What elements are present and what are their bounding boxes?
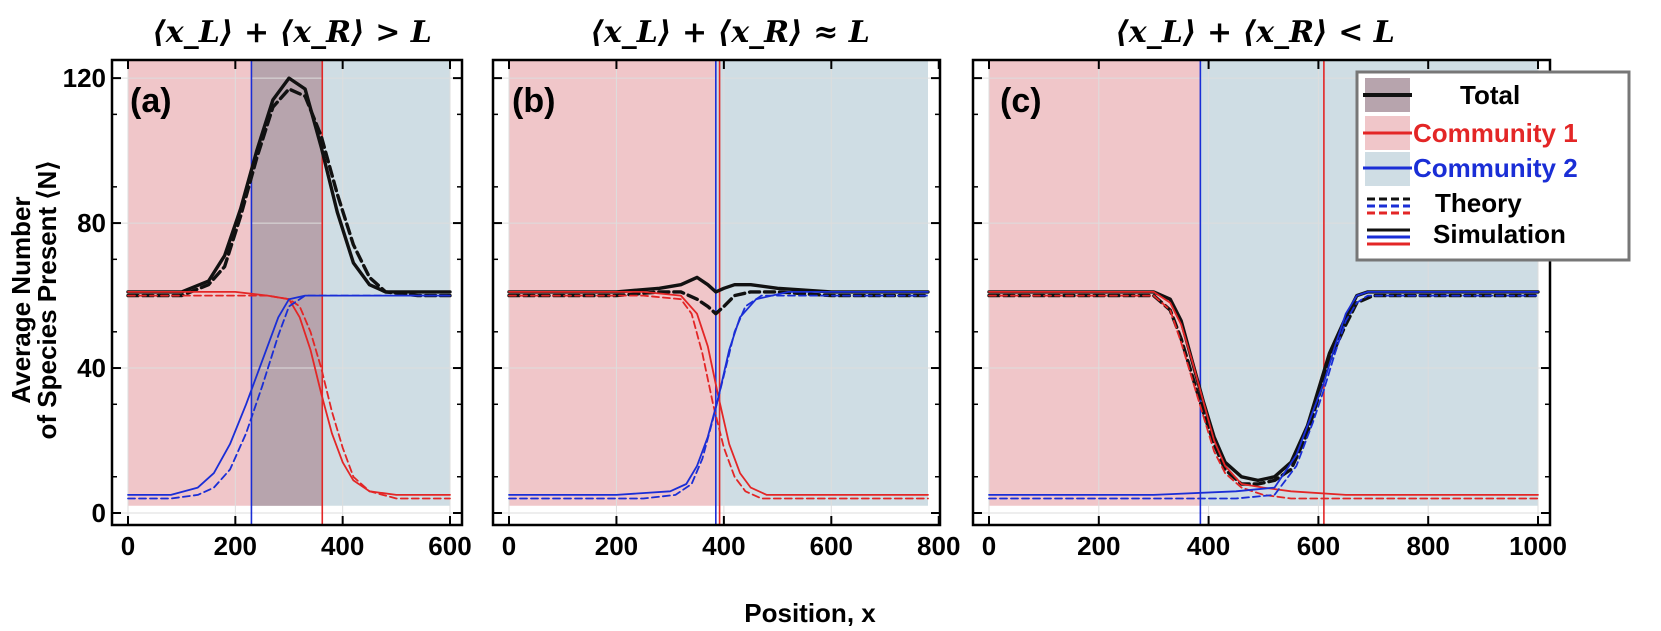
x-tick-label: 0 — [121, 531, 135, 561]
legend-simulation-label: Simulation — [1433, 219, 1566, 249]
x-tick-label: 200 — [595, 531, 638, 561]
community-1-theory-line — [508, 294, 929, 500]
y-tick-label: 40 — [77, 353, 106, 383]
community-2-theory-line — [508, 294, 929, 500]
legend-theory-icon — [1367, 197, 1410, 215]
y-axis-label: Average Number of Species Present ⟨N⟩ — [6, 161, 62, 440]
legend-simulation-icon — [1367, 228, 1410, 246]
x-tick-label: 800 — [917, 531, 960, 561]
legend-total-label: Total — [1460, 80, 1520, 110]
x-tick-label: 600 — [810, 531, 853, 561]
total-simulation-line — [507, 275, 930, 294]
y-tick-label: 80 — [77, 208, 106, 238]
legend-theory-label: Theory — [1435, 188, 1522, 218]
panel-b-letter: (b) — [512, 82, 555, 120]
total-simulation-line — [126, 76, 452, 294]
total-theory-line — [507, 290, 930, 316]
y-tick-label: 120 — [63, 63, 106, 93]
x-tick-label: 0 — [982, 531, 996, 561]
x-tick-label: 400 — [1187, 531, 1230, 561]
x-tick-label: 0 — [502, 531, 516, 561]
y-axis-label-line1: Average Number — [6, 196, 36, 403]
x-tick-label: 400 — [321, 531, 364, 561]
panel-b: ⟨x_L⟩ + ⟨x_R⟩ ≈ L 0 200 400 600 800 (b) — [491, 15, 960, 561]
total-theory-line — [987, 293, 1540, 486]
panel-c-title: ⟨x_L⟩ + ⟨x_R⟩ < L — [1115, 15, 1395, 50]
community2-region — [715, 60, 928, 506]
x-tick-label: 800 — [1407, 531, 1450, 561]
y-axis-label-line2: of Species Present ⟨N⟩ — [32, 161, 62, 440]
x-tick-label: 200 — [214, 531, 257, 561]
plot-frame — [110, 58, 464, 527]
community-1-simulation-line — [988, 291, 1539, 496]
legend: Total Community 1 Community 2 Theory Sim… — [1355, 70, 1631, 262]
panel-a-title: ⟨x_L⟩ + ⟨x_R⟩ > L — [152, 15, 432, 50]
legend-community1-label: Community 1 — [1413, 118, 1578, 148]
x-axis-label: Position, x — [744, 598, 876, 628]
x-tick-label: 1000 — [1509, 531, 1567, 561]
x-tick-label: 600 — [428, 531, 471, 561]
x-tick-label: 200 — [1077, 531, 1120, 561]
panel-c-letter: (c) — [1000, 82, 1042, 120]
plot-frame — [971, 58, 1552, 527]
panel-b-title: ⟨x_L⟩ + ⟨x_R⟩ ≈ L — [590, 15, 870, 50]
community-1-theory-line — [988, 294, 1539, 500]
x-tick-label: 600 — [1297, 531, 1340, 561]
total-theory-line — [126, 87, 452, 298]
legend-community2-label: Community 2 — [1413, 153, 1578, 183]
community-2-simulation-line — [988, 291, 1539, 496]
community-1-simulation-line — [508, 291, 929, 496]
y-tick-label: 0 — [92, 498, 106, 528]
x-tick-label: 400 — [702, 531, 745, 561]
community-2-theory-line — [988, 294, 1539, 500]
overlap-region — [251, 60, 323, 506]
plot-frame — [491, 58, 942, 527]
panel-b-plot: 0 200 400 600 800 — [491, 58, 960, 561]
panel-a-letter: (a) — [130, 82, 172, 120]
community-1-theory-line — [127, 294, 451, 500]
community-2-theory-line — [127, 294, 451, 500]
panel-a-plot: 0 200 400 600 0 40 80 120 — [63, 58, 472, 561]
panel-a: ⟨x_L⟩ + ⟨x_R⟩ > L 0 200 400 600 0 40 80 120 (a) — [63, 15, 472, 561]
